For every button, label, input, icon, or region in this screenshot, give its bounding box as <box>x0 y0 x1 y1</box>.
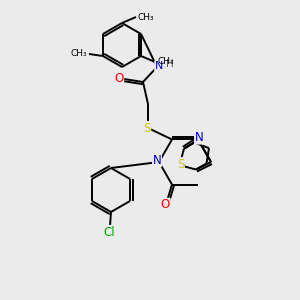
Text: O: O <box>114 71 124 85</box>
Text: S: S <box>177 158 184 171</box>
Text: N: N <box>155 61 163 71</box>
Text: CH₃: CH₃ <box>70 50 87 58</box>
Text: Cl: Cl <box>103 226 115 238</box>
Text: S: S <box>143 122 151 134</box>
Text: CH₃: CH₃ <box>157 58 174 67</box>
Text: CH₃: CH₃ <box>138 13 154 22</box>
Text: N: N <box>195 131 203 144</box>
Text: H: H <box>166 59 174 69</box>
Text: N: N <box>153 154 161 166</box>
Text: O: O <box>161 198 170 211</box>
